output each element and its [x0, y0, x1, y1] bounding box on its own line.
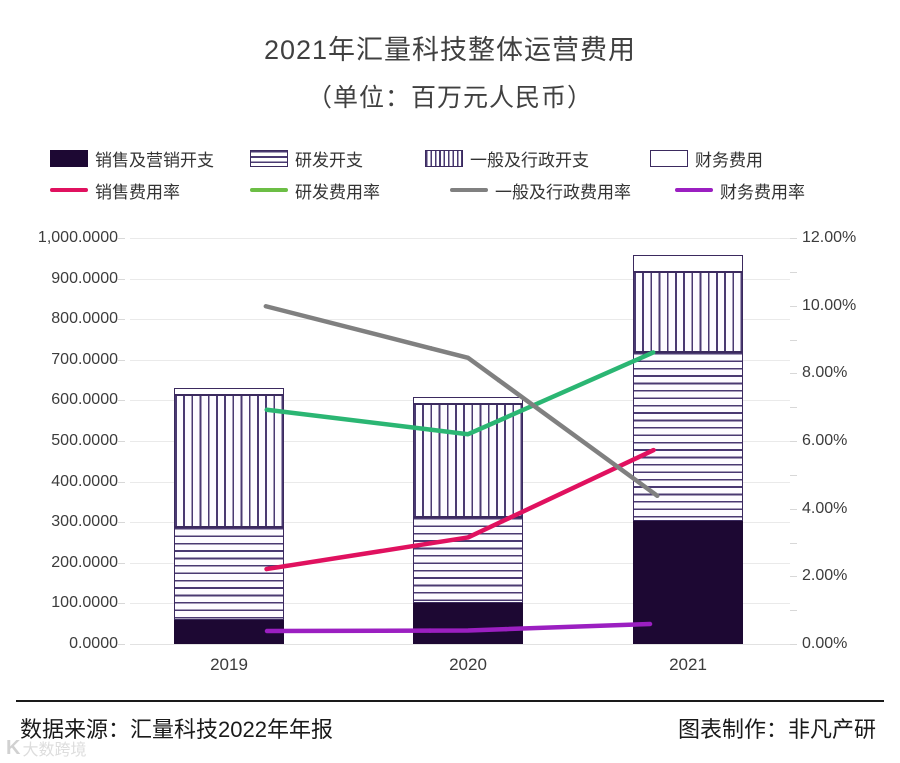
y2-tick-mark	[790, 441, 797, 442]
y-tick-label: 600.0000	[51, 391, 118, 409]
y-tick-label: 100.0000	[51, 594, 118, 612]
y-tick-mark	[118, 481, 125, 483]
legend-line-swatch-icon	[50, 188, 88, 192]
legend-label: 一般及行政费用率	[495, 182, 631, 202]
y2-tick-mark	[790, 271, 797, 273]
watermark-logo-icon: K	[6, 736, 21, 759]
legend-label: 销售费用率	[95, 182, 180, 202]
data-source-text: 数据来源：汇量科技2022年年报	[20, 717, 333, 742]
bar-segment-2021-2[interactable]	[633, 272, 743, 352]
chart-legend: 销售及营销开支 研发开支 一般及行政开支 财务费用 销售费用率 研发费用率 一般及行政费用…	[50, 142, 860, 206]
y2-tick-mark	[790, 373, 797, 375]
legend-item-bar-1[interactable]: 研发开支	[250, 146, 363, 171]
chart-subtitle: （单位：百万元人民币）	[306, 84, 593, 112]
gridline	[130, 319, 790, 321]
legend-item-bar-0[interactable]: 销售及营销开支	[50, 146, 214, 171]
y-tick-label: 700.0000	[51, 350, 118, 368]
bar-segment-2020-2[interactable]	[413, 404, 523, 518]
watermark: K 大数跨境	[6, 736, 86, 760]
legend-label: 一般及行政开支	[470, 150, 589, 170]
y-tick-label: 300.0000	[51, 513, 118, 531]
legend-item-line-0[interactable]: 销售费用率	[50, 178, 180, 203]
legend-row-bars: 销售及营销开支 研发开支 一般及行政开支 财务费用	[50, 142, 860, 174]
y-tick-mark	[118, 238, 125, 239]
y2-tick-mark	[790, 508, 797, 510]
y2-tick-mark	[790, 644, 797, 645]
legend-label: 研发开支	[295, 150, 363, 170]
chart-credit-text: 图表制作：非凡产研	[677, 717, 876, 742]
y-tick-mark	[118, 278, 125, 280]
y2-tick-label: 10.00%	[802, 296, 857, 314]
legend-label: 研发费用率	[295, 182, 380, 202]
y2-tick-label: 2.00%	[802, 567, 848, 585]
y-tick-mark	[118, 441, 125, 442]
y-tick-mark	[118, 644, 125, 645]
y-tick-label: 200.0000	[51, 553, 118, 571]
bar-segment-2020-3[interactable]	[413, 397, 523, 405]
legend-row-lines: 销售费用率 研发费用率 一般及行政费用率 财务费用率	[50, 174, 860, 206]
y-tick-mark	[118, 603, 125, 605]
legend-swatch-hlines-icon	[250, 149, 288, 167]
y2-tick-mark	[790, 407, 797, 409]
legend-swatch-vlines-icon	[425, 149, 463, 167]
gridline	[130, 278, 790, 280]
y-tick-mark	[118, 400, 125, 402]
y2-tick-mark	[790, 576, 797, 578]
y2-tick-label: 6.00%	[802, 432, 848, 449]
y-tick-label: 500.0000	[51, 432, 118, 449]
legend-line-swatch-icon	[675, 188, 713, 192]
legend-line-swatch-icon	[250, 188, 288, 192]
gridline	[130, 644, 790, 645]
y2-tick-mark	[790, 474, 797, 476]
footer-divider	[16, 700, 884, 702]
watermark-label: 大数跨境	[22, 742, 87, 759]
y-tick-mark	[118, 359, 125, 361]
plot-area	[130, 238, 790, 645]
bar-segment-2019-2[interactable]	[174, 395, 284, 528]
y-tick-label: 900.0000	[51, 269, 118, 287]
y2-tick-mark	[790, 542, 797, 544]
x-tick-label-2021: 2021	[669, 655, 707, 674]
legend-item-bar-2[interactable]: 一般及行政开支	[425, 146, 589, 171]
y2-tick-mark	[790, 610, 797, 612]
bar-segment-2019-1[interactable]	[174, 527, 284, 621]
legend-swatch-solid-icon	[50, 149, 88, 167]
legend-swatch-empty-icon	[650, 149, 688, 167]
y-tick-mark	[118, 319, 125, 321]
y-tick-label: 400.0000	[51, 472, 118, 490]
legend-item-line-1[interactable]: 研发费用率	[250, 178, 380, 203]
x-tick-label-2020: 2020	[449, 655, 487, 674]
y2-tick-label: 4.00%	[802, 499, 848, 517]
bar-segment-2019-0[interactable]	[174, 620, 284, 644]
bar-segment-2020-0[interactable]	[413, 603, 523, 644]
y2-tick-mark	[790, 305, 797, 307]
legend-label: 财务费用	[695, 150, 763, 170]
gridline	[130, 238, 790, 239]
y-tick-mark	[118, 522, 125, 524]
x-tick-label-2019: 2019	[210, 655, 248, 674]
legend-item-bar-3[interactable]: 财务费用	[650, 146, 763, 171]
legend-label: 财务费用率	[720, 182, 805, 202]
chart-title: 2021年汇量科技整体运营费用	[263, 35, 637, 65]
y2-tick-mark	[790, 339, 797, 341]
y-tick-label: 800.0000	[51, 310, 118, 328]
legend-line-swatch-icon	[450, 188, 488, 192]
y2-tick-label: 12.00%	[802, 229, 857, 246]
legend-label: 销售及营销开支	[95, 150, 214, 170]
y-tick-label: 0.0000	[69, 635, 118, 652]
y2-tick-mark	[790, 238, 797, 239]
bar-segment-2021-0[interactable]	[633, 521, 743, 644]
y2-tick-label: 8.00%	[802, 364, 848, 382]
x-axis: 2019 2020 2021	[130, 655, 790, 685]
bar-segment-2020-1[interactable]	[413, 517, 523, 604]
bar-segment-2021-3[interactable]	[633, 255, 743, 273]
y-tick-mark	[118, 562, 125, 564]
legend-item-line-2[interactable]: 一般及行政费用率	[450, 178, 631, 203]
y2-tick-label: 0.00%	[802, 635, 848, 652]
y-tick-label: 1,000.0000	[37, 229, 118, 246]
legend-item-line-3[interactable]: 财务费用率	[675, 178, 805, 203]
bar-segment-2021-1[interactable]	[633, 351, 743, 522]
bar-segment-2019-3[interactable]	[174, 388, 284, 396]
